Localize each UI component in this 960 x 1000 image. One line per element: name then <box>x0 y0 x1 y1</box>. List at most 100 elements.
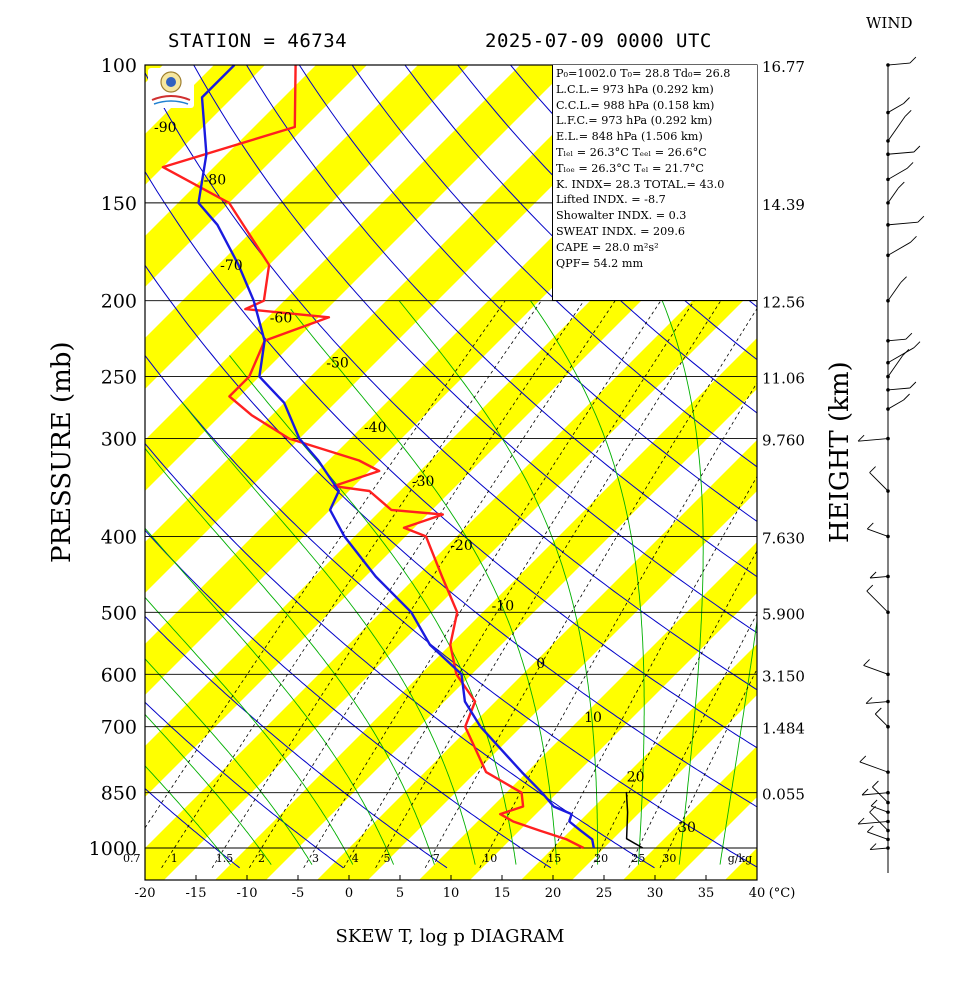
x-tick-label: 0 <box>345 886 353 901</box>
info-line: Lifted INDX. = -8.7 <box>556 193 666 207</box>
isotherm-band <box>145 65 572 492</box>
wind-barb-flag <box>913 145 921 153</box>
mixing-ratio-line <box>659 668 757 868</box>
info-line: QPF= 54.2 mm <box>556 256 644 270</box>
wind-barb <box>887 151 914 155</box>
moist-adiabat <box>398 300 599 865</box>
mixing-ratio-lines <box>145 300 757 869</box>
y-axis-label-right: HEIGHT (km) <box>825 361 855 543</box>
dry-adiabats <box>145 48 960 869</box>
mixing-ratio-label: 10 <box>483 852 497 865</box>
moist-adiabat <box>145 658 313 865</box>
dry-adiabat <box>145 170 757 749</box>
wind-barb <box>887 116 906 142</box>
isotherm-label: -50 <box>326 356 349 372</box>
x-tick-label: 15 <box>494 886 511 901</box>
wind-barb <box>887 355 904 377</box>
pressure-tick: 700 <box>101 717 137 739</box>
wind-barb-flag <box>900 276 907 284</box>
wind-barb <box>870 847 889 851</box>
height-tick: 7.630 <box>762 529 805 547</box>
height-tick: 16.77 <box>762 58 805 76</box>
isotherm-label: -80 <box>204 172 227 188</box>
mixing-ratio-line <box>211 300 585 869</box>
wind-barb-flag <box>874 707 882 715</box>
isotherm-label: -40 <box>364 420 387 436</box>
mixing-ratio-line <box>590 549 757 868</box>
wind-barb <box>887 387 910 391</box>
wind-barb-flag <box>865 697 873 704</box>
datetime-label: 2025-07-09 0000 UTC <box>485 30 712 52</box>
isotherm-band <box>922 48 960 887</box>
dry-adiabat <box>145 71 757 691</box>
dry-adiabat <box>145 615 448 869</box>
moist-adiabat <box>530 300 645 865</box>
dry-adiabat <box>145 529 552 869</box>
x-tick-label: -20 <box>135 886 156 901</box>
info-line: E.L.= 848 hPa (1.506 km) <box>556 130 703 144</box>
wind-barb <box>887 168 908 180</box>
mixing-ratio-line <box>424 307 757 868</box>
isotherm-label: -90 <box>154 120 177 136</box>
isotherm-band <box>145 65 265 185</box>
height-tick: 1.484 <box>762 720 805 738</box>
mixing-ratio-label: 30 <box>662 852 676 865</box>
height-tick: 5.900 <box>762 605 805 623</box>
temperature-profile <box>161 65 585 850</box>
moist-adiabat <box>661 300 704 865</box>
isotherm-label: -70 <box>220 258 243 274</box>
x-tick-label: 35 <box>698 886 715 901</box>
mixing-ratio-label: 1.5 <box>216 852 234 865</box>
profiles <box>161 65 644 850</box>
wind-barb-flag <box>859 755 867 763</box>
dry-adiabat <box>298 65 757 523</box>
info-line: P₀=1002.0 T₀= 28.8 Td₀= 26.8 <box>556 67 731 80</box>
height-tick: 14.39 <box>762 196 805 214</box>
info-line: Showalter INDX. = 0.3 <box>556 209 687 223</box>
dry-adiabat <box>145 701 344 869</box>
wind-barb <box>872 786 889 803</box>
isotherm-label: 20 <box>627 769 645 785</box>
wind-barb <box>887 399 904 410</box>
pressure-tick: 500 <box>101 602 137 624</box>
x-tick-label: 10 <box>443 886 460 901</box>
mixing-ratio-label: 2 <box>258 852 265 865</box>
moist-adiabat <box>145 765 231 865</box>
wind-title: WIND <box>866 14 913 32</box>
wind-barb <box>887 282 901 301</box>
isotherm-label: 30 <box>678 820 696 836</box>
wind-barb <box>863 664 889 675</box>
dry-adiabat <box>913 48 960 868</box>
x-tick-label: 5 <box>396 886 404 901</box>
wind-barb <box>867 528 889 537</box>
dry-adiabat <box>145 264 757 808</box>
info-line: Tₗₒₑ = 26.3°C Tₑₗ = 21.7°C <box>556 161 704 175</box>
isotherm-label: 0 <box>536 656 545 672</box>
indices-box: P₀=1002.0 T₀= 28.8 Td₀= 26.8 L.C.L.= 973… <box>552 65 757 301</box>
mixing-ratio-line <box>145 300 506 829</box>
mixing-ratio-label: 0.7 <box>123 852 141 865</box>
isotherm-label: -20 <box>450 538 473 554</box>
wind-barb-flag <box>909 381 917 389</box>
wind-barb-flag <box>910 235 917 243</box>
wind-barb <box>887 221 918 226</box>
wind-barb <box>887 241 911 256</box>
wind-barb <box>887 187 899 204</box>
wind-barb <box>858 438 889 442</box>
x-tick-label: 25 <box>596 886 613 901</box>
wind-barb <box>869 811 889 831</box>
info-line: Tₗₑₗ = 26.3°C Tₑₑₗ = 26.6°C <box>556 145 707 159</box>
isotherm-label: 10 <box>584 710 602 726</box>
pressure-tick: 200 <box>101 291 137 313</box>
dry-adiabat <box>404 65 757 414</box>
wind-barb <box>869 472 889 492</box>
mixing-ratio-line <box>375 300 722 869</box>
isotherm-band <box>145 65 367 287</box>
wind-profile <box>857 56 925 873</box>
dry-adiabat <box>145 787 240 869</box>
height-tick: 11.06 <box>762 370 805 388</box>
dry-adiabat <box>193 65 757 634</box>
wind-barb-flag <box>866 522 874 530</box>
dry-adiabat <box>351 65 757 468</box>
wind-barb-flag <box>857 434 865 442</box>
